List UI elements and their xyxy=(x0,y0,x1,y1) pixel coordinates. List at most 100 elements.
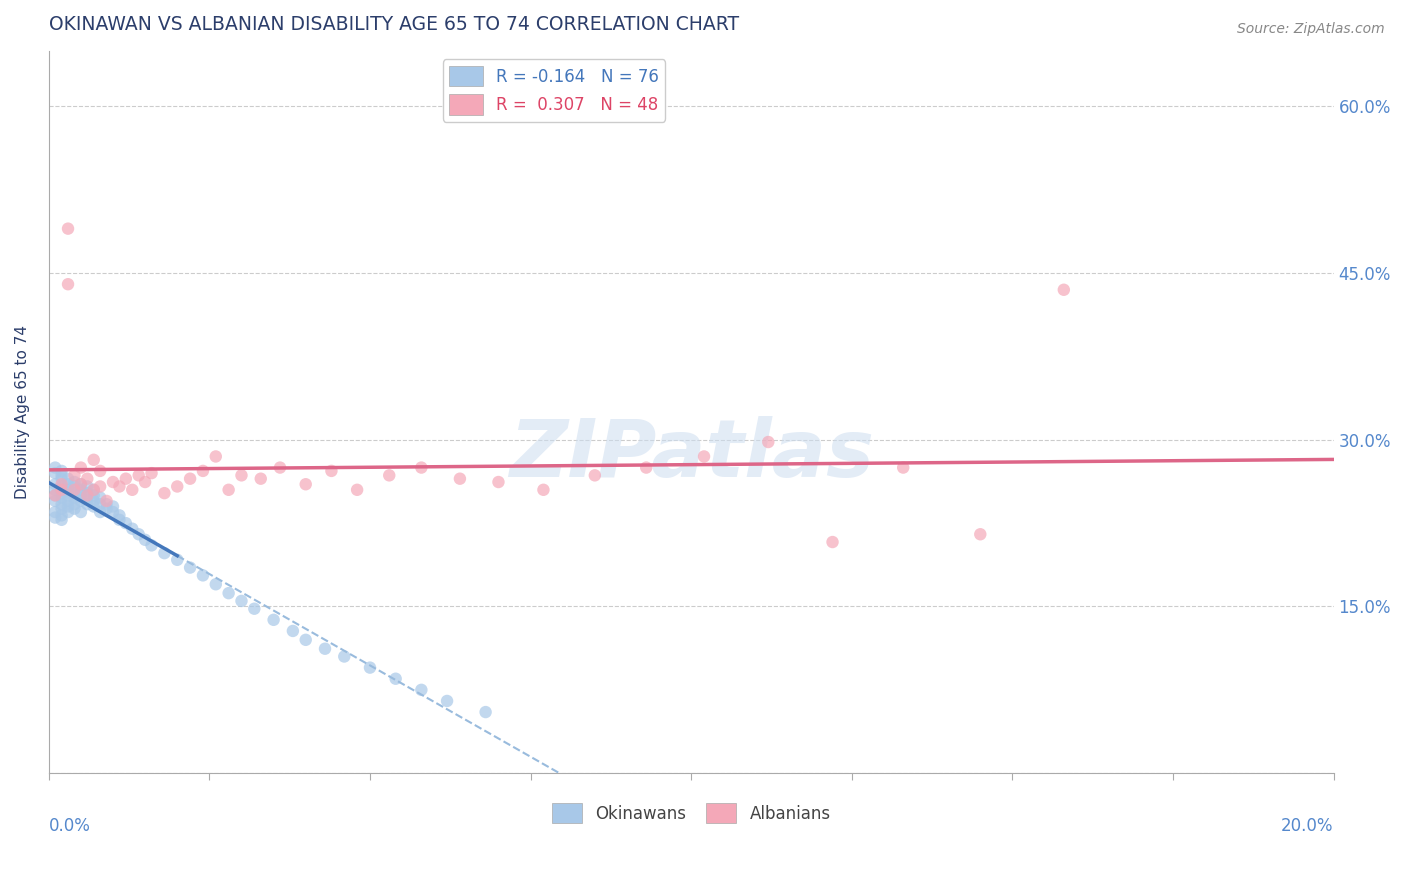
Point xyxy=(153,546,176,560)
Point xyxy=(115,516,138,530)
Y-axis label: Disability Age 65 to 74: Disability Age 65 to 74 xyxy=(15,325,30,499)
Point xyxy=(83,500,105,514)
Point xyxy=(204,450,226,464)
Point xyxy=(44,466,66,480)
Text: ZIPatlas: ZIPatlas xyxy=(509,417,873,494)
Point xyxy=(44,460,66,475)
Point xyxy=(44,477,66,491)
Point xyxy=(83,494,105,508)
Point xyxy=(56,472,79,486)
Point xyxy=(121,483,143,497)
Point xyxy=(474,705,496,719)
Point xyxy=(89,464,111,478)
Point xyxy=(51,501,73,516)
Point xyxy=(204,577,226,591)
Point xyxy=(83,483,105,497)
Point xyxy=(56,221,79,235)
Point xyxy=(101,505,124,519)
Point xyxy=(179,472,201,486)
Point xyxy=(44,494,66,508)
Point xyxy=(101,500,124,514)
Point xyxy=(70,494,93,508)
Point xyxy=(56,494,79,508)
Point xyxy=(821,535,844,549)
Point xyxy=(134,475,156,489)
Point xyxy=(89,479,111,493)
Point xyxy=(51,479,73,493)
Point xyxy=(63,475,86,489)
Point xyxy=(89,491,111,505)
Point xyxy=(63,501,86,516)
Point xyxy=(51,464,73,478)
Point xyxy=(51,508,73,523)
Point xyxy=(51,477,73,491)
Point xyxy=(121,522,143,536)
Point xyxy=(321,464,343,478)
Point xyxy=(693,450,716,464)
Point xyxy=(294,632,316,647)
Point xyxy=(314,641,336,656)
Point xyxy=(76,479,98,493)
Point xyxy=(56,500,79,514)
Point xyxy=(449,472,471,486)
Point xyxy=(218,586,240,600)
Point xyxy=(51,472,73,486)
Point xyxy=(1053,283,1076,297)
Point xyxy=(153,486,176,500)
Point xyxy=(249,472,271,486)
Point xyxy=(101,475,124,489)
Point xyxy=(56,488,79,502)
Point xyxy=(51,491,73,505)
Point xyxy=(76,497,98,511)
Point xyxy=(636,460,658,475)
Point xyxy=(51,513,73,527)
Point xyxy=(166,479,188,493)
Point xyxy=(128,527,150,541)
Point xyxy=(51,497,73,511)
Point xyxy=(969,527,991,541)
Point xyxy=(108,513,131,527)
Text: 20.0%: 20.0% xyxy=(1281,816,1334,835)
Point xyxy=(411,682,433,697)
Point xyxy=(63,468,86,483)
Point xyxy=(269,460,291,475)
Point xyxy=(76,488,98,502)
Point xyxy=(44,510,66,524)
Point xyxy=(294,477,316,491)
Point xyxy=(83,483,105,497)
Point xyxy=(83,452,105,467)
Point xyxy=(56,505,79,519)
Point xyxy=(281,624,304,638)
Point xyxy=(44,488,66,502)
Point xyxy=(89,497,111,511)
Point xyxy=(70,505,93,519)
Point xyxy=(346,483,368,497)
Point xyxy=(384,672,406,686)
Point xyxy=(108,479,131,493)
Point xyxy=(128,468,150,483)
Point xyxy=(191,464,214,478)
Point xyxy=(263,613,285,627)
Point xyxy=(333,649,356,664)
Point xyxy=(891,460,914,475)
Point xyxy=(411,460,433,475)
Point xyxy=(51,486,73,500)
Point xyxy=(56,477,79,491)
Point xyxy=(63,497,86,511)
Text: Source: ZipAtlas.com: Source: ZipAtlas.com xyxy=(1237,22,1385,37)
Point xyxy=(231,468,253,483)
Point xyxy=(63,483,86,497)
Point xyxy=(436,694,458,708)
Point xyxy=(179,560,201,574)
Point xyxy=(70,477,93,491)
Point xyxy=(108,508,131,523)
Point xyxy=(359,660,381,674)
Legend: Okinawans, Albanians: Okinawans, Albanians xyxy=(546,797,837,830)
Point xyxy=(44,483,66,497)
Point xyxy=(115,472,138,486)
Text: 0.0%: 0.0% xyxy=(49,816,90,835)
Point xyxy=(141,466,163,480)
Point xyxy=(44,488,66,502)
Point xyxy=(218,483,240,497)
Point xyxy=(83,488,105,502)
